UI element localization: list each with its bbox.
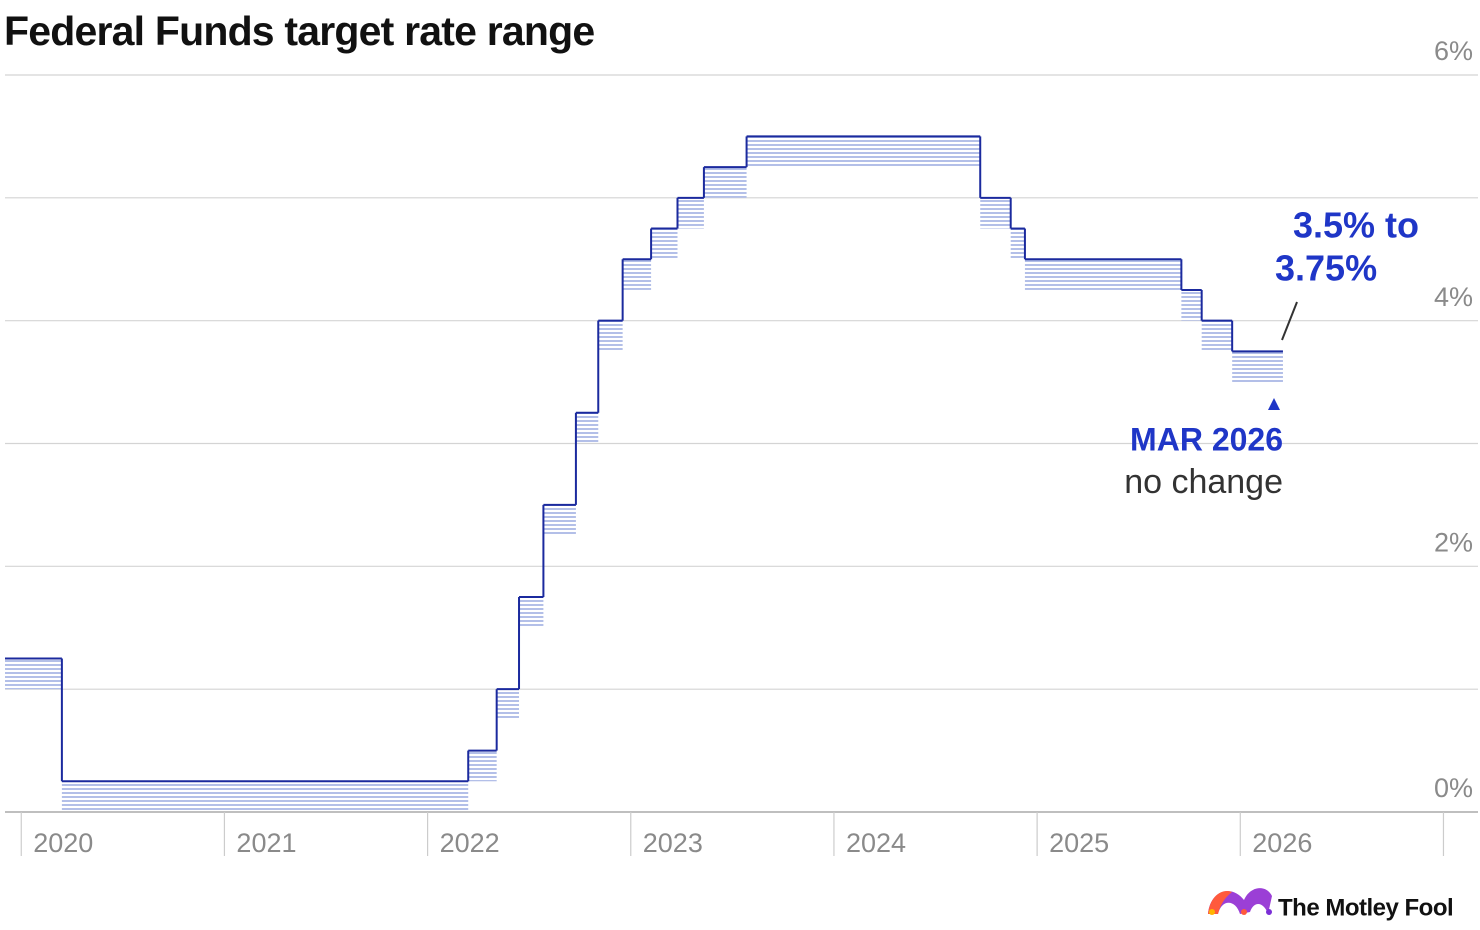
y-tick-label: 2% [1434, 527, 1473, 557]
rate-band [677, 197, 704, 229]
rate-band [61, 781, 469, 812]
rate-band [1232, 351, 1283, 383]
x-tick-label: 2020 [33, 828, 93, 858]
rate-band [575, 412, 599, 444]
rate-band [651, 228, 678, 260]
axes: 0% 2% 4% 6% 2020 2021 2022 2023 2024 2025 2026 [20, 36, 1473, 858]
lines [5, 135, 1283, 783]
rate-band [703, 167, 747, 198]
rate-band [1010, 228, 1025, 260]
rate-band [746, 136, 981, 168]
chart-title: Federal Funds target rate range [4, 8, 594, 54]
y-tick-label: 0% [1434, 773, 1473, 803]
annotation-note: no change [1124, 463, 1283, 501]
rate-band [980, 197, 1011, 229]
y-tick-label: 6% [1434, 36, 1473, 66]
x-tick-label: 2021 [236, 828, 296, 858]
x-tick-label: 2025 [1049, 828, 1109, 858]
x-tick-label: 2023 [643, 828, 703, 858]
y-tick-label: 4% [1434, 282, 1473, 312]
x-tick-label: 2022 [440, 828, 500, 858]
rate-band [1024, 259, 1182, 290]
rate-band [5, 658, 62, 690]
bands [5, 136, 1283, 812]
rate-band [519, 597, 544, 628]
annotation-arrow [1268, 398, 1280, 410]
annotation-range: 3.75% [1275, 248, 1377, 289]
annotation-range: 3.5% to [1293, 205, 1419, 246]
grid [5, 74, 1478, 813]
x-tick-label: 2026 [1252, 828, 1312, 858]
rate-band [1181, 289, 1202, 321]
logo-text: The Motley Fool [1278, 894, 1453, 921]
rate-band [468, 750, 497, 782]
rate-band [543, 504, 576, 536]
annotation-leader [1281, 301, 1298, 341]
rate-band [598, 320, 623, 352]
logo-icon [1208, 888, 1272, 915]
rate-band [1201, 320, 1233, 352]
annotation-date: MAR 2026 [1130, 421, 1283, 457]
rate-band [496, 689, 520, 720]
rate-band [622, 259, 652, 290]
x-tick-label: 2024 [846, 828, 906, 858]
